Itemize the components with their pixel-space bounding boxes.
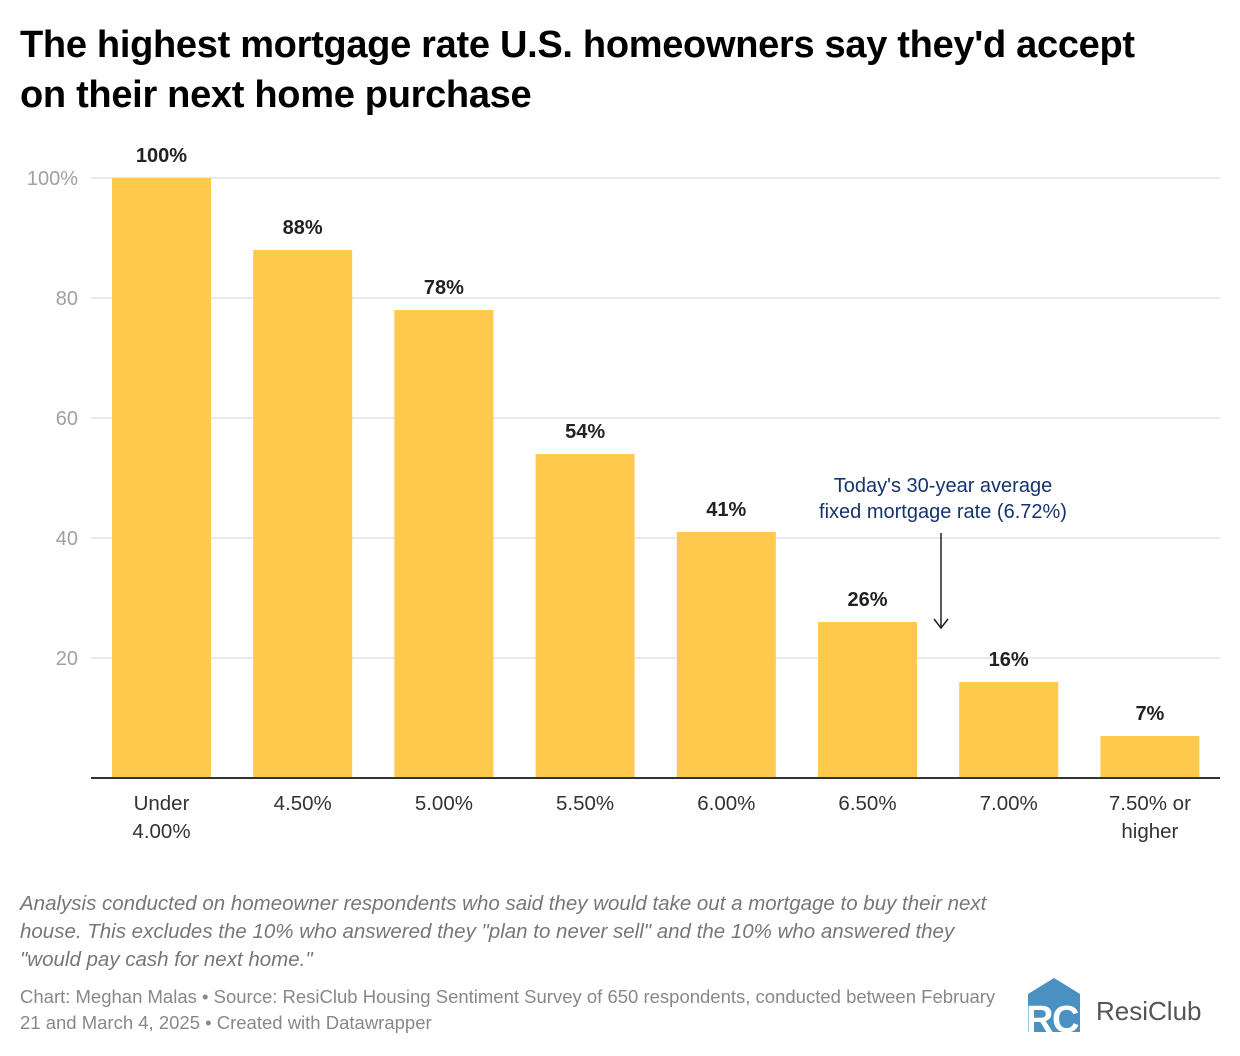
- data-label: 54%: [565, 421, 605, 443]
- data-label: 26%: [847, 589, 887, 611]
- y-tick-label: 20: [56, 648, 78, 670]
- y-tick-label: 40: [56, 528, 78, 550]
- bar: [676, 532, 776, 778]
- x-tick-label: 6.00%: [697, 792, 755, 815]
- data-label: 16%: [989, 649, 1029, 671]
- y-tick-label: 100%: [27, 168, 78, 190]
- rc-logo-icon: R C: [1026, 978, 1080, 1036]
- bar-chart: 20 40 60 80 100% 100% Under 4.00% 88% 4.50% 78% 5.0…: [27, 145, 1220, 843]
- chart-title: The highest mortgage rate U.S. homeowner…: [20, 24, 1135, 116]
- x-tick-label: 5.00%: [415, 792, 473, 815]
- data-label: 7%: [1135, 703, 1164, 725]
- chart-notes: Analysis conducted on homeowner responde…: [20, 892, 987, 971]
- x-tick-label: 7.50% or: [1109, 792, 1191, 815]
- data-label: 100%: [136, 145, 187, 167]
- data-label: 78%: [424, 277, 464, 299]
- chart-source: Chart: Meghan Malas • Source: ResiClub H…: [20, 986, 996, 1033]
- bar: [1100, 736, 1200, 778]
- x-tick-label: 5.50%: [556, 792, 614, 815]
- x-tick-label: Under: [134, 792, 190, 815]
- x-tick-label: 6.50%: [838, 792, 896, 815]
- x-tick-label: higher: [1121, 820, 1178, 843]
- bar: [535, 454, 635, 778]
- bar: [959, 682, 1059, 778]
- annotation-text: Today's 30-year average: [834, 475, 1052, 497]
- bar: [112, 178, 211, 778]
- data-label: 88%: [283, 217, 323, 239]
- data-label: 41%: [706, 499, 746, 521]
- x-tick-label: 7.00%: [980, 792, 1038, 815]
- svg-text:C: C: [1052, 999, 1079, 1036]
- resiclub-logo: R C ResiClub: [1024, 976, 1234, 1036]
- y-tick-label: 60: [56, 408, 78, 430]
- y-tick-label: 80: [56, 288, 78, 310]
- x-tick-label: 4.00%: [132, 820, 190, 843]
- x-tick-label: 4.50%: [274, 792, 332, 815]
- bar: [818, 622, 917, 778]
- bar: [394, 310, 494, 778]
- logo-text: ResiClub: [1096, 996, 1202, 1026]
- bar: [253, 250, 353, 778]
- arrow-head-icon: [933, 618, 949, 630]
- annotation-text: fixed mortgage rate (6.72%): [819, 501, 1067, 523]
- svg-text:R: R: [1026, 999, 1053, 1036]
